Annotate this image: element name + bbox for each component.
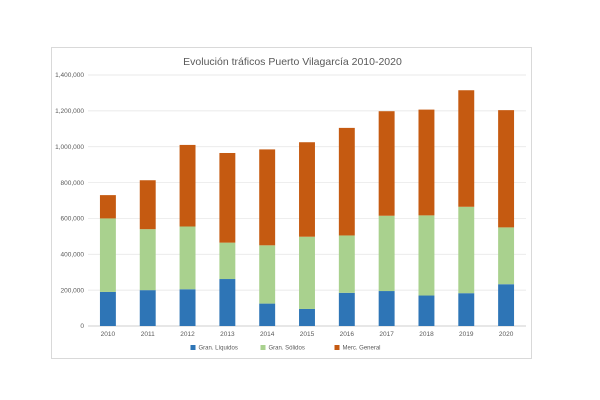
x-tick-label: 2015 <box>300 331 315 338</box>
y-tick-label: 800,000 <box>61 180 85 187</box>
bar-segment <box>418 109 435 216</box>
bar-segment <box>299 308 315 326</box>
x-axis-ticks: 2010 2011 2012 2013 2014 2015 2016 2017 2018 2019… <box>101 331 514 338</box>
bar-segment <box>299 142 315 237</box>
bar-segment <box>259 245 276 304</box>
legend-label: Merc. General <box>343 346 381 352</box>
bar-segment <box>219 152 236 243</box>
x-tick-label: 2010 <box>101 331 116 338</box>
y-tick-label: 400,000 <box>61 251 85 258</box>
x-tick-label: 2019 <box>459 331 474 338</box>
legend-swatch <box>334 345 340 350</box>
bar-segment <box>378 111 395 216</box>
chart-title: Evolución tráficos Puerto Vilagarcía 201… <box>183 56 402 68</box>
y-tick-label: 1,400,000 <box>55 72 84 79</box>
legend-label: Gran. Sólidos <box>269 346 305 352</box>
bar-segment <box>179 226 196 290</box>
bar-segment <box>259 149 276 246</box>
bar-segment <box>338 127 355 236</box>
bar-segment <box>338 292 355 326</box>
x-tick-label: 2012 <box>180 331 195 338</box>
bar-segment <box>418 295 435 326</box>
bar-segment <box>498 110 515 228</box>
bar-segment <box>139 180 156 230</box>
bar-segment <box>458 90 475 207</box>
legend-swatch <box>190 345 196 350</box>
bar-segment <box>99 218 116 292</box>
stacked-bar-chart: Evolución tráficos Puerto Vilagarcía 201… <box>55 56 526 352</box>
y-tick-label: 0 <box>80 323 84 330</box>
x-tick-label: 2018 <box>419 331 434 338</box>
chart-frame: Evolución tráficos Puerto Vilagarcía 201… <box>51 47 532 359</box>
legend-swatch <box>260 345 266 350</box>
bar-segment <box>99 195 116 219</box>
bar-segment <box>179 144 196 227</box>
y-tick-label: 1,200,000 <box>55 108 84 115</box>
bar-segment <box>418 215 435 296</box>
bar-segment <box>139 290 156 326</box>
x-tick-label: 2020 <box>499 331 514 338</box>
bar-segment <box>458 293 475 326</box>
bar-segment <box>498 284 515 326</box>
x-tick-label: 2016 <box>340 331 355 338</box>
y-axis-ticks: 0 200,000 400,000 600,000 800,000 1,000,000 1,… <box>55 72 84 330</box>
y-tick-label: 1,000,000 <box>55 144 84 151</box>
bar-segment <box>498 227 515 285</box>
bar-segment <box>179 289 196 326</box>
bar-segment <box>338 235 355 293</box>
x-tick-label: 2017 <box>379 331 394 338</box>
bar-segment <box>139 229 156 291</box>
bar-segment <box>259 303 276 326</box>
bars <box>99 90 515 326</box>
y-tick-label: 600,000 <box>61 216 85 223</box>
bar-segment <box>219 242 236 280</box>
x-tick-label: 2014 <box>260 331 275 338</box>
x-tick-label: 2013 <box>220 331 235 338</box>
bar-segment <box>378 215 395 292</box>
legend-label: Gran. Líquidos <box>199 346 238 352</box>
bar-segment <box>219 279 236 326</box>
bar-segment <box>458 206 475 294</box>
bar-segment <box>99 291 116 326</box>
bar-segment <box>378 291 395 326</box>
y-tick-label: 200,000 <box>61 287 85 294</box>
legend: Gran. Líquidos Gran. Sólidos Merc. General <box>190 345 381 352</box>
bar-segment <box>299 236 315 309</box>
x-tick-label: 2011 <box>141 331 155 338</box>
